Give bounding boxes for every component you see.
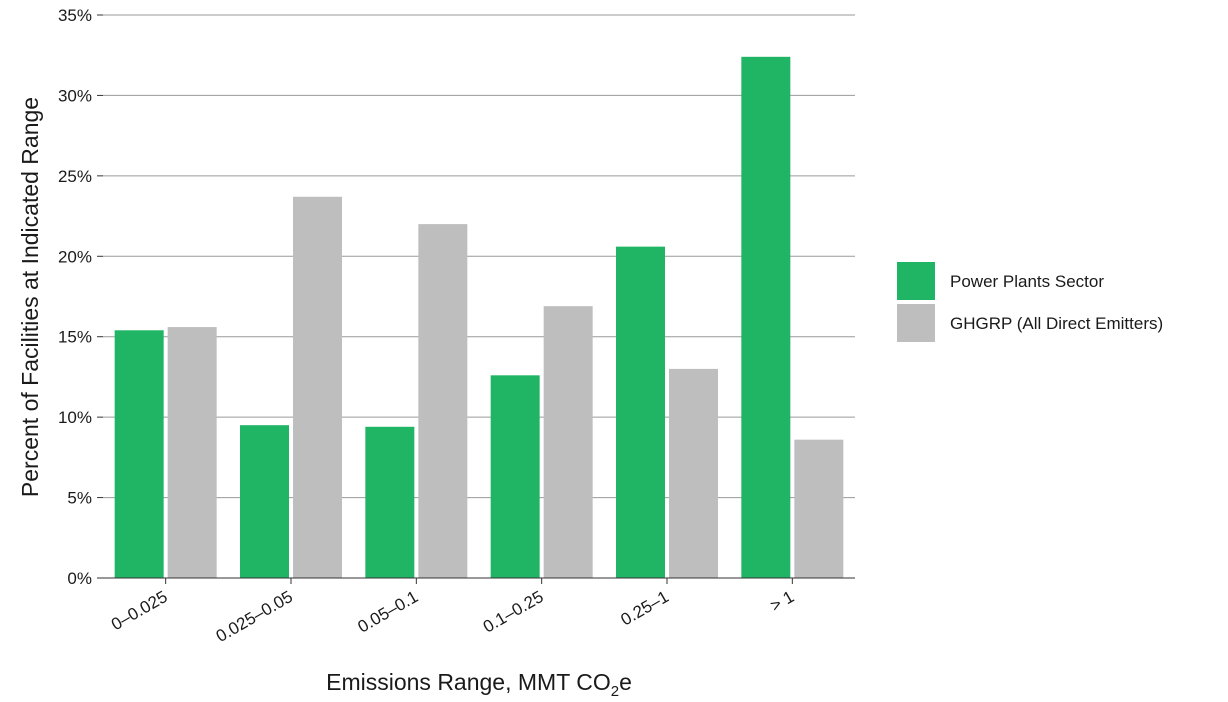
legend: Power Plants Sector GHGRP (All Direct Emi…: [897, 262, 1163, 342]
y-tick-label: 15%: [58, 328, 92, 347]
bar-ghgrp: [794, 439, 844, 578]
x-axis-title: Emissions Range, MMT CO2e: [326, 669, 632, 697]
bar-ghgrp: [543, 306, 593, 578]
y-tick-label: 0%: [67, 569, 92, 588]
x-axis-title-suffix: e: [619, 669, 632, 695]
bar-power-plants: [114, 330, 164, 578]
y-tick-label: 30%: [58, 86, 92, 105]
legend-label: GHGRP (All Direct Emitters): [950, 314, 1163, 333]
y-tick-label: 10%: [58, 408, 92, 427]
x-axis-title-main: Emissions Range, MMT CO: [326, 669, 611, 695]
bar-ghgrp: [167, 327, 217, 578]
bar-power-plants: [490, 375, 540, 578]
bar-ghgrp: [293, 196, 342, 579]
y-tick-label: 35%: [58, 6, 92, 25]
bar-power-plants: [365, 426, 415, 578]
x-tick-label: > 1: [767, 587, 797, 616]
y-tick-label: 5%: [67, 489, 92, 508]
y-tick-label: 25%: [58, 167, 92, 186]
y-tick-label: 20%: [58, 247, 92, 266]
gridlines: [103, 14, 855, 579]
bar-ghgrp: [669, 368, 718, 578]
legend-swatch: [897, 304, 935, 342]
x-tick-label: 0–0.025: [108, 587, 171, 634]
bar-power-plants: [616, 246, 665, 579]
y-axis-title: Percent of Facilities at Indicated Range: [17, 97, 43, 497]
legend-swatch: [897, 262, 935, 300]
bar-power-plants: [741, 56, 791, 578]
bar-power-plants: [240, 425, 289, 578]
x-axis-title-subscript: 2: [611, 683, 619, 697]
legend-label: Power Plants Sector: [950, 272, 1104, 291]
x-tick-label: 0.05–0.1: [355, 587, 422, 637]
bars: [114, 56, 844, 579]
x-tick-label: 0.25–1: [617, 587, 672, 629]
x-tick-label: 0.1–0.25: [480, 587, 547, 637]
bar-ghgrp: [418, 224, 468, 578]
x-tick-label: 0.025–0.05: [213, 587, 296, 646]
